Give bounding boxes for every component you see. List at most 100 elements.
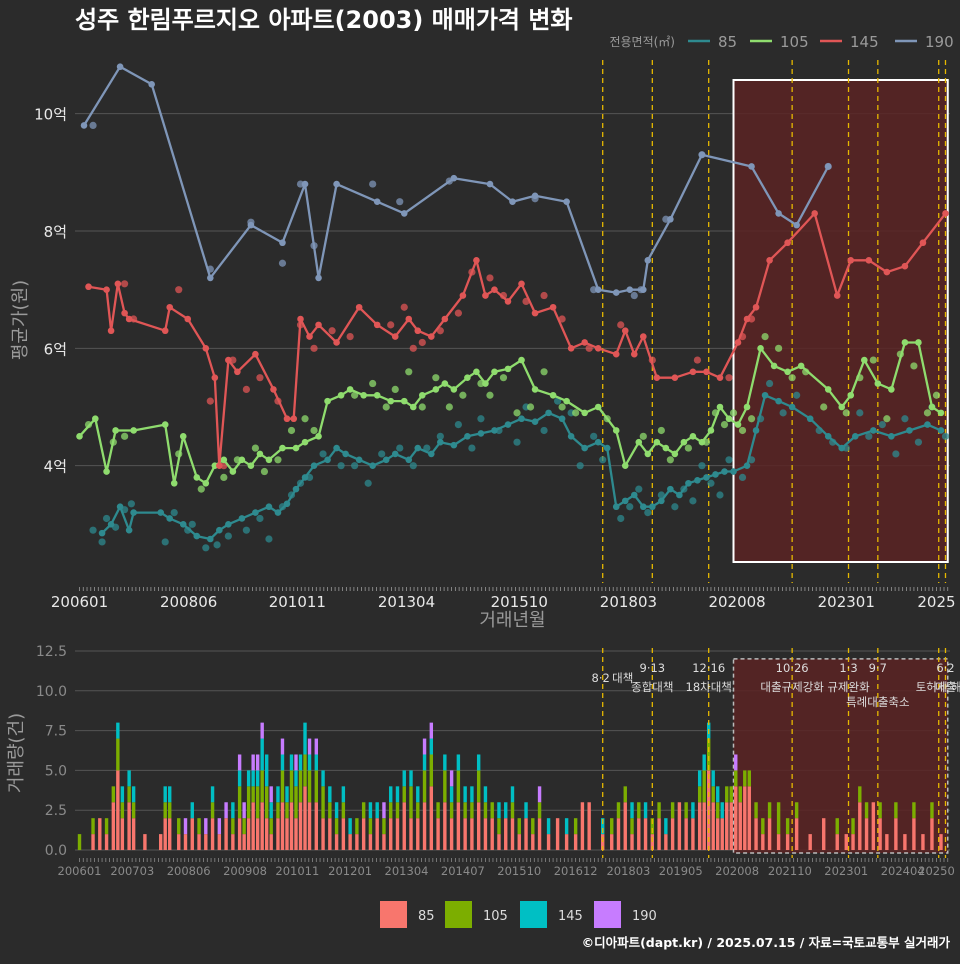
price-scatter-point-145 <box>121 280 129 288</box>
volume-bar-85 <box>734 786 738 851</box>
volume-bar-105 <box>116 738 120 771</box>
volume-bar-85 <box>231 834 235 851</box>
volume-bar-145 <box>476 754 481 771</box>
price-series-point-145 <box>107 327 115 335</box>
price-series-point-190 <box>824 163 832 170</box>
volume-bar-105 <box>483 802 488 819</box>
price-series-point-145 <box>125 315 133 323</box>
volume-y-tick-label: 12.5 <box>36 644 67 660</box>
volume-bar-85 <box>623 802 627 851</box>
volume-bar-105 <box>835 818 839 835</box>
price-series-point-105 <box>928 403 936 411</box>
price-scatter-point-85 <box>454 421 462 429</box>
volume-bar-85 <box>210 818 215 851</box>
volume-bar-105 <box>294 786 298 819</box>
volume-bar-85 <box>158 834 163 851</box>
volume-bar-85 <box>912 818 916 851</box>
volume-bar-105 <box>131 802 136 819</box>
price-series-point-105 <box>432 386 440 393</box>
volume-bar-105 <box>285 802 289 819</box>
volume-bar-145 <box>510 786 515 803</box>
price-series-point-85 <box>761 391 769 399</box>
price-series-point-105 <box>716 403 724 411</box>
volume-bar-145 <box>402 770 406 787</box>
volume-bar-145 <box>504 802 508 819</box>
volume-bar-145 <box>601 818 605 835</box>
price-series-point-145 <box>482 292 489 299</box>
price-series-point-85 <box>567 433 575 440</box>
volume-bar-105 <box>246 786 251 819</box>
price-series-point-105 <box>441 380 449 387</box>
volume-bar-85 <box>754 818 758 851</box>
price-y-tick-label: 4억 <box>44 458 67 476</box>
price-series-point-85 <box>391 450 399 458</box>
price-series-point-85 <box>179 521 187 528</box>
volume-bar-85 <box>524 818 528 851</box>
price-series-point-145 <box>766 257 773 264</box>
price-series-point-145 <box>234 368 241 376</box>
price-scatter-point-85 <box>161 538 169 546</box>
price-series-point-145 <box>847 257 855 264</box>
price-scatter-point-85 <box>793 391 801 399</box>
price-scatter-point-105 <box>310 426 318 435</box>
price-series-point-85 <box>428 450 435 458</box>
volume-annotation-label: 대책 <box>612 671 633 685</box>
volume-bar-85 <box>858 802 862 851</box>
volume-x-tick-label: 202301 <box>824 864 868 878</box>
volume-bar-105 <box>761 818 765 835</box>
price-scatter-point-85 <box>337 462 345 470</box>
volume-bar-105 <box>490 802 494 819</box>
price-scatter-point-105 <box>432 374 440 382</box>
price-series-point-105 <box>743 403 751 411</box>
legend-bottom: 85 105 145 190 <box>380 901 657 928</box>
price-scatter-point-145 <box>409 344 417 352</box>
volume-annotation-label: 대출규제강화 <box>760 680 824 694</box>
price-series-point-190 <box>612 289 620 296</box>
volume-bar-85 <box>537 818 542 851</box>
price-scatter-point-145 <box>400 303 408 311</box>
volume-bar-105 <box>912 802 916 819</box>
price-highlight-box <box>732 79 949 563</box>
price-series-point-85 <box>292 485 300 493</box>
volume-bar-190 <box>251 754 255 771</box>
price-x-tick-label: 200601 <box>51 593 108 611</box>
price-scatter-point-105 <box>260 467 269 476</box>
price-series-point-105 <box>202 479 210 487</box>
price-series-point-105 <box>757 345 764 352</box>
price-scatter-point-85 <box>242 526 250 534</box>
price-series-point-85 <box>851 433 859 440</box>
volume-bar-105 <box>767 802 772 819</box>
volume-x-tick-label: 200806 <box>167 864 211 878</box>
volume-bar-190 <box>269 786 273 803</box>
price-series-point-85 <box>477 430 485 437</box>
volume-bar-85 <box>449 818 454 851</box>
price-series-point-145 <box>689 368 697 376</box>
volume-x-tick-label: 201304 <box>385 864 429 878</box>
price-scatter-point-105 <box>382 403 390 411</box>
price-x-tick-label: 200806 <box>160 593 217 611</box>
volume-bar-85 <box>429 786 434 851</box>
legend-top-title: 전용면적(㎡) <box>609 35 675 49</box>
price-scatter-point-105 <box>842 409 850 417</box>
price-scatter-point-145 <box>617 321 625 329</box>
price-scatter-point-105 <box>121 432 129 440</box>
price-y-axis-title: 평균가(원) <box>10 280 31 360</box>
volume-bar-85 <box>276 818 280 851</box>
volume-bar-85 <box>546 834 551 851</box>
volume-bar-85 <box>348 834 352 851</box>
volume-bar-105 <box>395 802 400 819</box>
price-scatter-point-105 <box>486 391 494 399</box>
volume-bar-190 <box>734 754 738 771</box>
price-series-point-105 <box>861 356 868 364</box>
price-scatter-point-145 <box>310 344 318 352</box>
price-series-point-85 <box>283 500 291 508</box>
price-series-point-85 <box>531 418 539 425</box>
price-series-point-145 <box>85 283 92 291</box>
volume-bar-105 <box>510 802 515 819</box>
price-scatter-point-85 <box>256 514 264 523</box>
volume-bar-145 <box>246 770 251 787</box>
volume-bar-190 <box>255 754 260 771</box>
price-series-point-145 <box>621 327 629 335</box>
volume-bar-145 <box>443 754 447 771</box>
volume-bar-145 <box>711 770 715 787</box>
